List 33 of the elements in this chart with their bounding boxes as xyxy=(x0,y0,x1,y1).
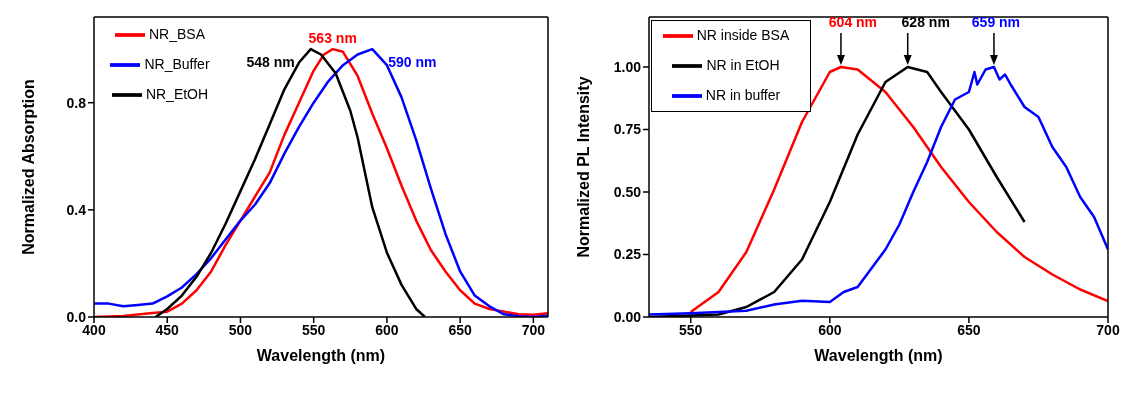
annotation: 563 nm xyxy=(308,30,357,47)
y-tick-label: 1.00 xyxy=(613,58,642,75)
x-tick-label: 500 xyxy=(228,321,253,338)
y-tick-label: 0.8 xyxy=(66,94,87,111)
x-tick-label: 550 xyxy=(679,321,703,338)
legend-label: NR inside BSA xyxy=(696,26,790,43)
x-tick-label: 550 xyxy=(302,321,326,338)
legend-label: NR_EtOH xyxy=(145,85,209,102)
x-tick-label: 600 xyxy=(375,321,399,338)
legend-label: NR in EtOH xyxy=(706,56,780,73)
annotation: 628 nm xyxy=(901,14,950,30)
y-tick-label: 0.50 xyxy=(613,183,642,200)
legend-label: NR_Buffer xyxy=(144,55,210,72)
annotation: 590 nm xyxy=(388,54,437,71)
x-tick-label: 450 xyxy=(155,321,180,338)
x-tick-label: 650 xyxy=(448,321,473,338)
x-tick-label: 650 xyxy=(957,321,981,338)
x-tick-label: 700 xyxy=(521,321,546,338)
legend-label: NR in buffer xyxy=(705,86,781,103)
x-axis-title: Wavelength (nm) xyxy=(256,347,386,364)
x-tick-label: 600 xyxy=(818,321,842,338)
annotation: 659 nm xyxy=(971,14,1021,30)
x-axis-title: Wavelength (nm) xyxy=(814,347,943,364)
y-tick-label: 0.00 xyxy=(613,308,642,325)
y-tick-label: 0.25 xyxy=(613,246,642,263)
y-axis-title: Normalized PL Intensity xyxy=(574,76,592,258)
legend-label: NR_BSA xyxy=(148,25,206,42)
y-tick-label: 0.75 xyxy=(613,121,642,138)
annotation: 548 nm xyxy=(246,54,295,71)
y-axis-title: Normalized Absorption xyxy=(19,79,37,255)
annotation: 604 nm xyxy=(828,14,878,30)
y-tick-label: 0.4 xyxy=(66,201,87,218)
x-tick-label: 700 xyxy=(1096,321,1120,338)
